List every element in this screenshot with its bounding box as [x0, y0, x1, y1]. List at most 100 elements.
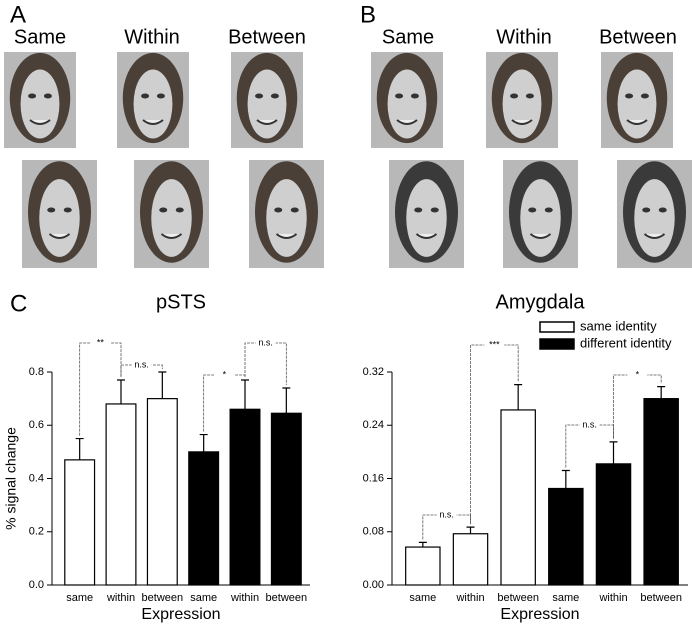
x-tick-label: within	[230, 592, 259, 604]
y-tick-label: 0.00	[363, 579, 384, 591]
annotation-bg	[214, 370, 235, 380]
eye	[175, 207, 184, 213]
face	[151, 179, 192, 257]
face-image	[371, 52, 443, 148]
legend-label: different identity	[580, 335, 672, 350]
annotation-bg	[627, 370, 648, 380]
eye	[640, 93, 649, 99]
x-tick-label: same	[190, 592, 217, 604]
annotation-bg	[255, 338, 276, 348]
significance-label: ***	[489, 339, 500, 349]
y-tick-label: 0.8	[29, 366, 44, 378]
error-bar	[561, 469, 570, 489]
eye	[410, 93, 419, 99]
error-bar	[158, 371, 167, 399]
error-bar	[609, 441, 618, 464]
bar	[643, 398, 679, 586]
face-image	[117, 52, 189, 148]
significance-label: n.s.	[439, 509, 454, 519]
y-tick-label: 0.4	[29, 472, 44, 484]
mouth	[529, 233, 552, 239]
eye	[510, 93, 519, 99]
annotation-bg	[131, 360, 152, 370]
mouth	[511, 119, 533, 125]
column-label: Within	[124, 26, 180, 48]
x-tick-label: between	[640, 592, 682, 604]
bar	[595, 463, 632, 586]
eye	[625, 93, 634, 99]
y-axis-label: % signal change	[3, 427, 19, 530]
eye	[159, 207, 168, 213]
x-tick-label: same	[66, 592, 93, 604]
mouth	[29, 119, 51, 125]
bar	[500, 409, 536, 586]
eye	[156, 93, 165, 99]
y-tick-label: 0.24	[363, 419, 384, 431]
bar	[270, 412, 302, 586]
significance-label: **	[97, 337, 105, 347]
eye	[63, 207, 72, 213]
face	[520, 179, 561, 257]
panel-label: B	[360, 1, 376, 28]
eye	[274, 207, 283, 213]
y-tick-label: 0.6	[29, 419, 44, 431]
face	[387, 69, 427, 139]
x-tick-label: within	[106, 592, 135, 604]
eye	[528, 207, 537, 213]
significance-label: n.s.	[134, 359, 149, 369]
significance-bracket	[244, 342, 287, 385]
significance-label: n.s.	[582, 419, 597, 429]
mouth	[275, 233, 298, 239]
eye	[642, 207, 651, 213]
column-label: Same	[382, 26, 434, 48]
face	[133, 69, 173, 139]
face-image	[601, 52, 673, 148]
panel-label: A	[10, 1, 26, 28]
error-bar	[418, 541, 427, 548]
chart-title: pSTS	[156, 291, 206, 313]
face	[20, 69, 60, 139]
error-bar	[241, 379, 249, 410]
error-bar	[199, 433, 208, 452]
face	[266, 179, 307, 257]
significance-label: *	[223, 369, 227, 379]
face-image	[389, 160, 464, 268]
column-label: Same	[14, 26, 66, 48]
mouth	[626, 119, 648, 125]
x-tick-label: between	[497, 592, 539, 604]
eye	[544, 207, 553, 213]
annotation-bg	[579, 420, 600, 430]
face	[634, 179, 675, 257]
y-tick-label: 0.08	[363, 526, 384, 538]
face-image	[134, 160, 209, 268]
column-label: Between	[599, 26, 677, 48]
eye	[430, 207, 439, 213]
chart-title: Amygdala	[496, 291, 586, 313]
annotation-bg	[484, 340, 505, 350]
error-bar	[657, 386, 666, 399]
x-tick-label: same	[552, 592, 579, 604]
legend-label: same identity	[580, 318, 657, 333]
face	[39, 179, 80, 257]
x-axis-label: Expression	[500, 606, 579, 623]
x-axis-label: Expression	[141, 606, 220, 623]
error-bar	[514, 384, 523, 410]
bar	[405, 546, 441, 586]
face	[247, 69, 287, 139]
significance-label: n.s.	[258, 337, 273, 347]
x-tick-label: within	[598, 592, 627, 604]
bar	[64, 459, 96, 586]
mouth	[48, 233, 71, 239]
significance-label: *	[636, 369, 640, 379]
mouth	[415, 233, 438, 239]
x-tick-label: between	[266, 592, 308, 604]
face-image	[4, 52, 76, 148]
eye	[43, 93, 52, 99]
face-image	[486, 52, 558, 148]
error-bar	[466, 526, 475, 534]
panel-label: C	[10, 290, 27, 317]
bar	[452, 533, 489, 586]
error-bar	[282, 387, 291, 414]
